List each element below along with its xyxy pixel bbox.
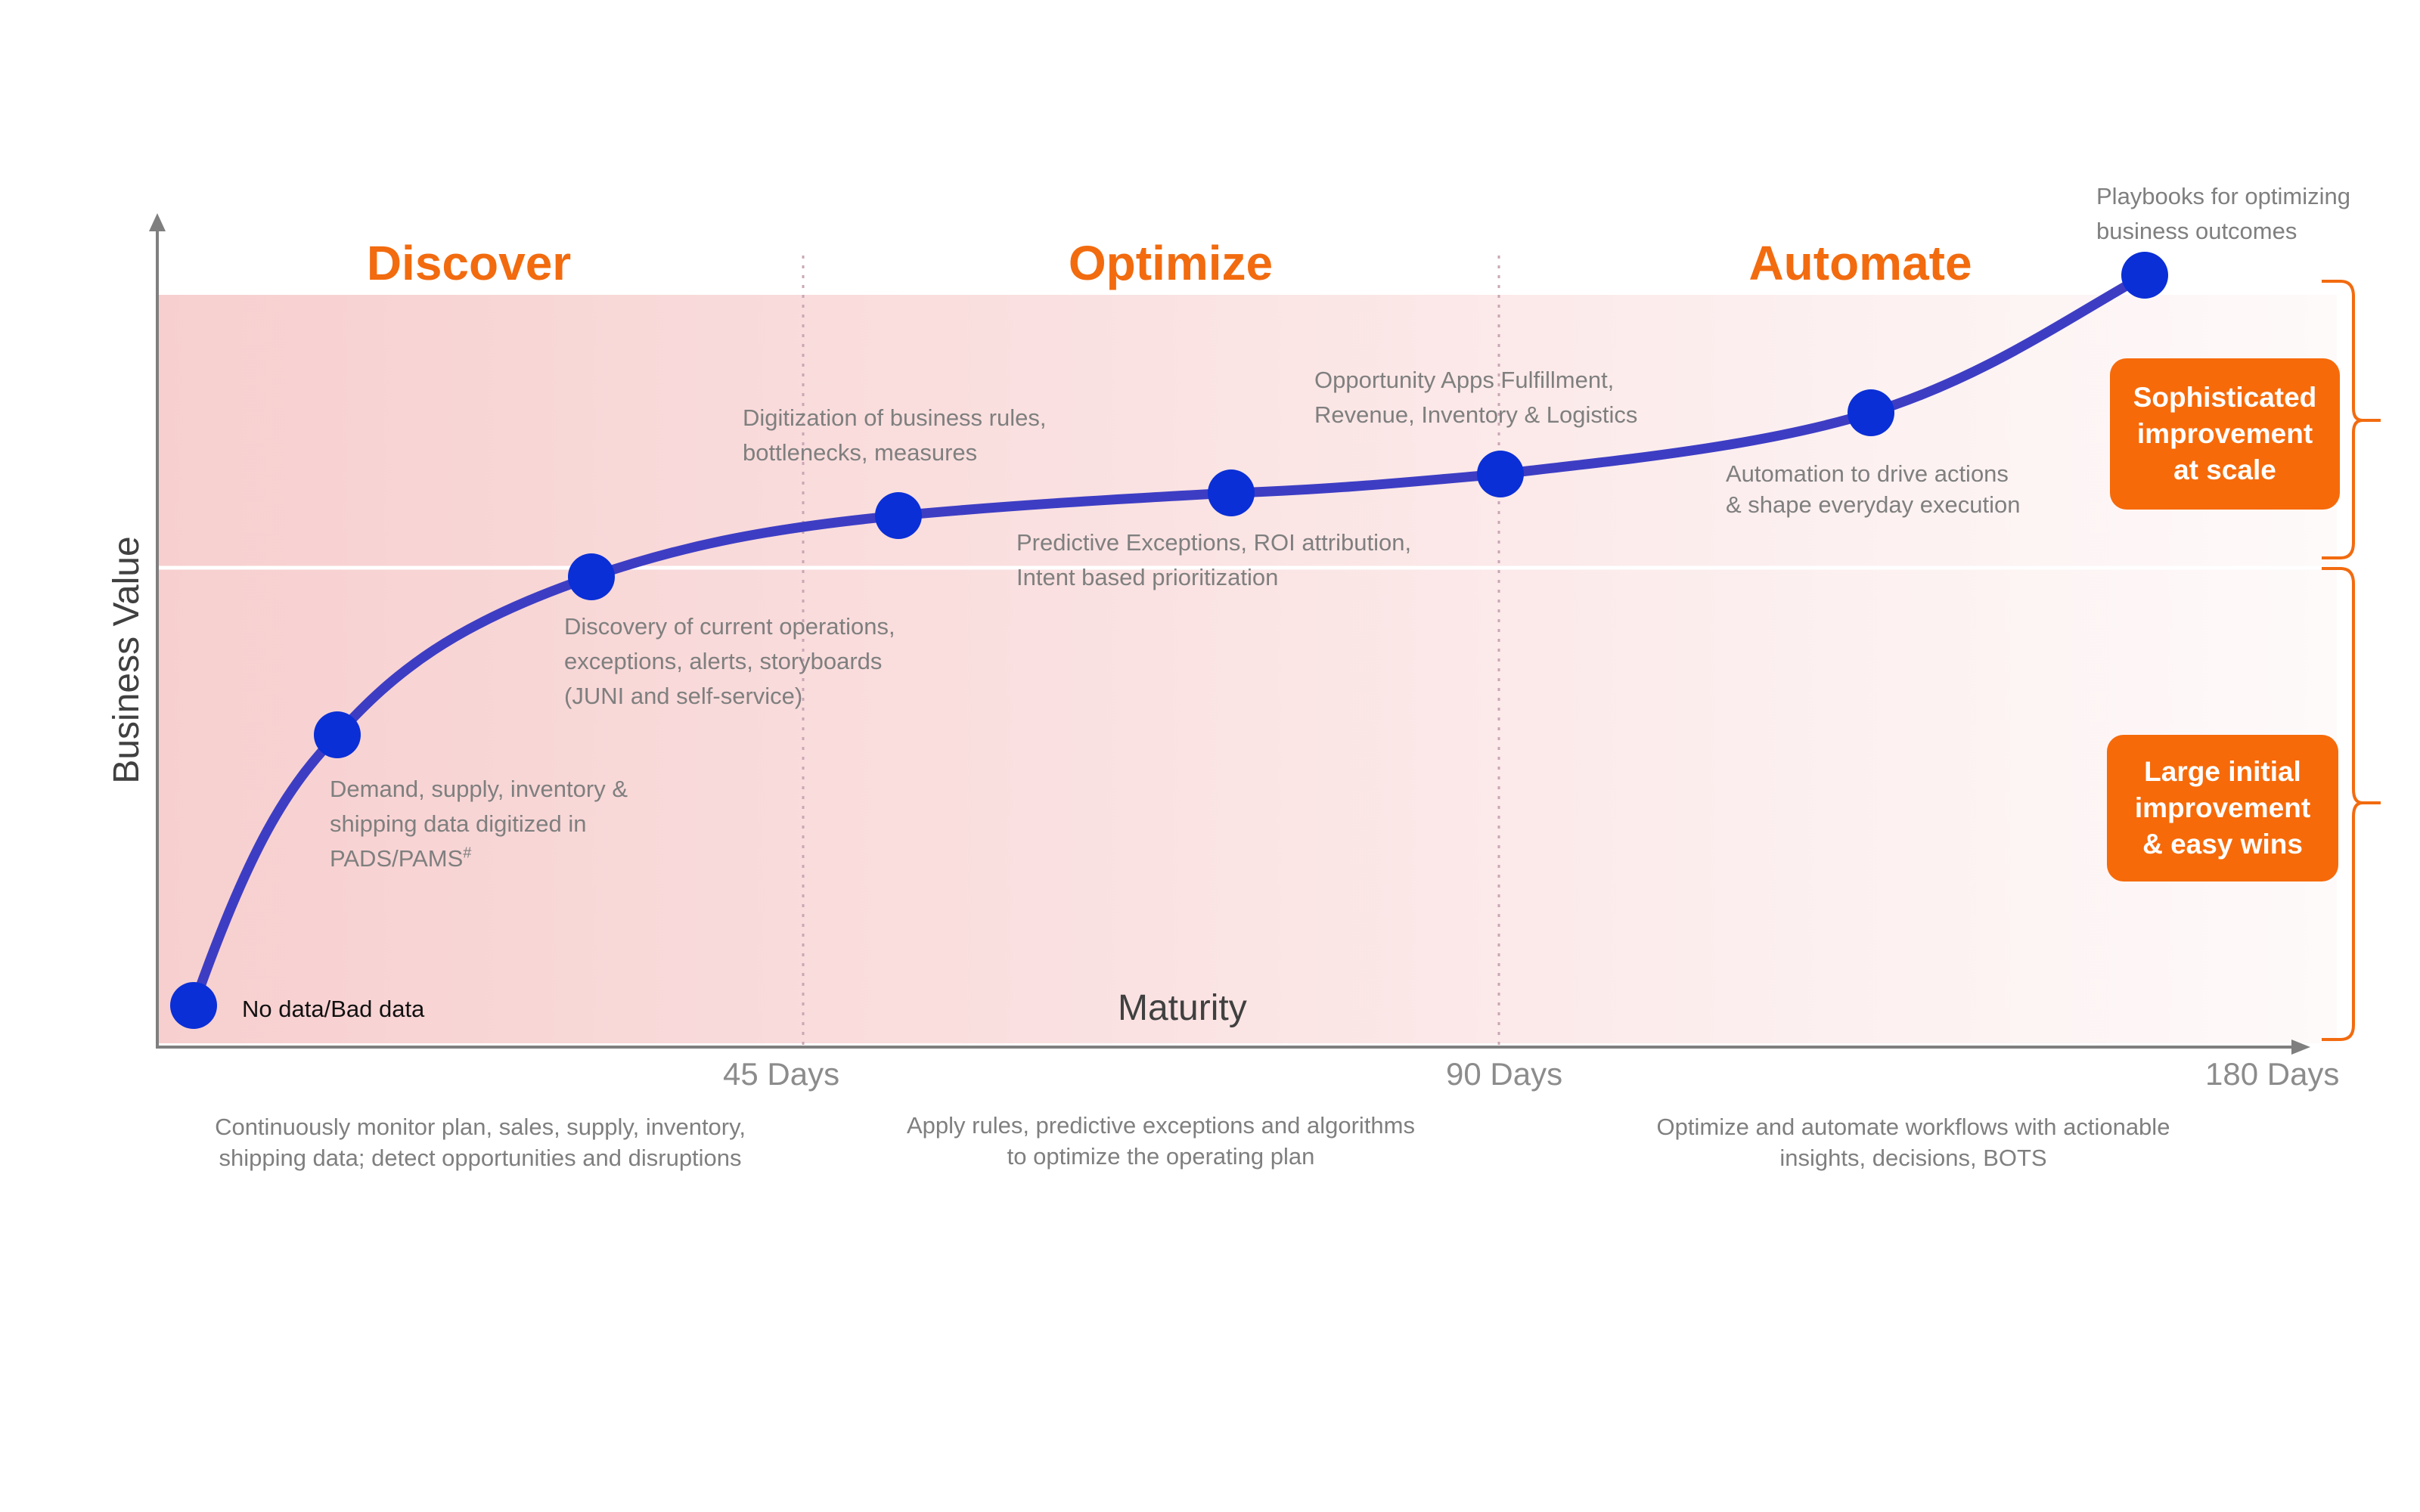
milestone-node-6	[1477, 451, 1524, 497]
phase-title-automate: Automate	[1748, 236, 1972, 290]
phase-description-discover: Continuously monitor plan, sales, supply…	[215, 1114, 746, 1171]
milestone-label-1: No data/Bad data	[242, 996, 425, 1022]
lower-bracket	[2322, 567, 2381, 1041]
milestone-node-1	[170, 982, 217, 1029]
milestone-label-2: Demand, supply, inventory & shipping dat…	[330, 772, 628, 876]
milestone-node-5	[1208, 469, 1255, 516]
milestone-node-2	[314, 711, 361, 758]
milestone-label-7: Automation to drive actions & shape ever…	[1726, 460, 2021, 518]
y-axis-arrowhead	[149, 213, 166, 231]
milestone-label-5: Predictive Exceptions, ROI attribution, …	[1016, 529, 1412, 590]
y-axis-title: Business Value	[107, 536, 147, 784]
milestone-label-2-text: Demand, supply, inventory & shipping dat…	[330, 776, 628, 872]
milestone-node-4	[875, 492, 922, 539]
phase-title-optimize: Optimize	[1068, 236, 1274, 290]
milestone-node-8	[2121, 252, 2168, 299]
callout-large-initial-improvement: Large initial improvement & easy wins	[2107, 735, 2338, 881]
milestone-node-3	[568, 553, 615, 600]
x-axis-arrowhead	[2291, 1040, 2310, 1055]
milestone-label-8: Playbooks for optimizing business outcom…	[2096, 183, 2350, 244]
maturity-curve	[188, 270, 2150, 1011]
callout-sophisticated-improvement: Sophisticated improvement at scale	[2110, 358, 2340, 510]
phase-title-discover: Discover	[366, 236, 572, 290]
tick-180-days: 180 Days	[2205, 1056, 2340, 1092]
x-axis-title: Maturity	[1118, 988, 1247, 1028]
milestone-label-3: Discovery of current operations, excepti…	[564, 613, 895, 709]
milestone-label-2-superscript: #	[463, 844, 472, 862]
background-band	[159, 295, 2337, 1043]
milestone-label-4: Digitization of business rules, bottlene…	[743, 404, 1047, 466]
tick-90-days: 90 Days	[1446, 1056, 1563, 1092]
upper-bracket	[2322, 280, 2381, 559]
milestone-label-6: Opportunity Apps Fulfillment, Revenue, I…	[1314, 367, 1638, 428]
phase-description-automate: Optimize and automate workflows with act…	[1656, 1114, 2170, 1171]
tick-45-days: 45 Days	[723, 1056, 840, 1092]
phase-description-optimize: Apply rules, predictive exceptions and a…	[906, 1112, 1415, 1170]
milestone-node-7	[1848, 389, 1894, 436]
